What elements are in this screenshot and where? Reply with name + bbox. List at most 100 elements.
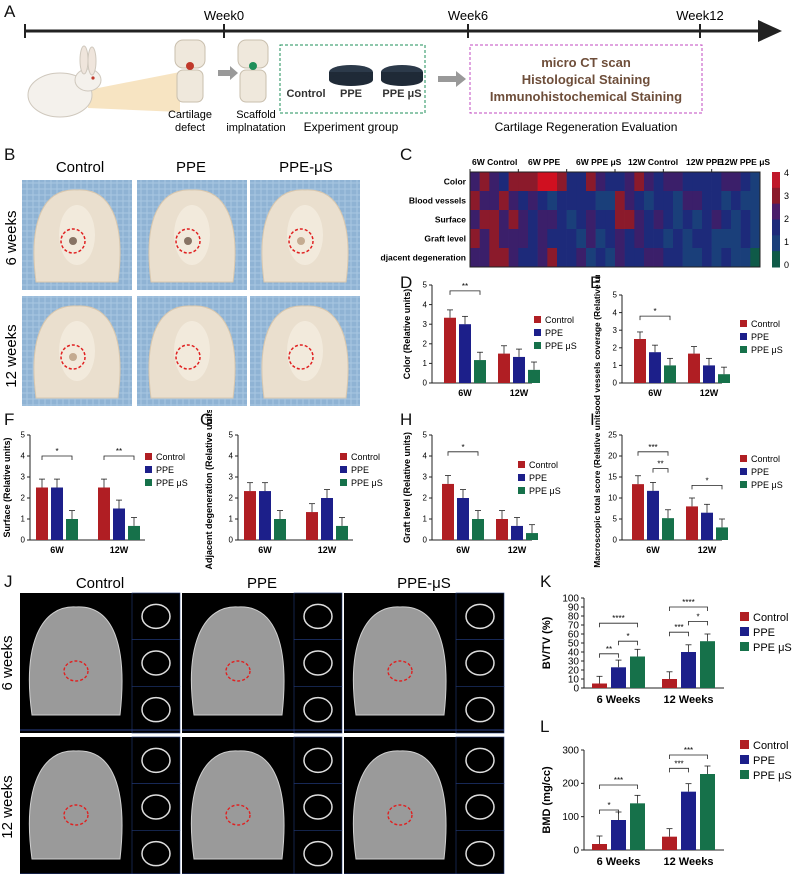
y-tick-label: 50 [568, 638, 580, 649]
bar [716, 527, 728, 540]
heatmap-cell [624, 229, 635, 249]
bar [36, 487, 48, 540]
heatmap-col-label: 12W PPE μS [720, 157, 770, 167]
trochlear-groove [287, 321, 323, 381]
heatmap-cell [586, 248, 596, 268]
bar [647, 490, 659, 540]
defect-circle [175, 228, 201, 254]
heatmap-cell [702, 191, 712, 211]
photo-col-ppe-us: PPE-μS [279, 159, 333, 176]
ct-slice-bone [141, 696, 171, 723]
heatmap-cell [489, 172, 500, 192]
panel-letter-k: K [540, 572, 552, 591]
heatmap-cell [576, 191, 587, 211]
defect-circle [387, 804, 413, 826]
significance-bracket [637, 451, 669, 456]
legend-swatch [740, 612, 749, 621]
panel-letter-g: G [200, 410, 214, 429]
heatmap-cell [673, 191, 683, 211]
heatmap-cell [721, 248, 732, 268]
heatmap-cell [644, 172, 654, 192]
ct-slice-panel [293, 592, 343, 640]
ct-slice-bone [303, 794, 333, 820]
legend-swatch [145, 479, 152, 486]
heatmap-cell [740, 191, 751, 211]
bar [474, 360, 486, 383]
colorbar-segment [772, 172, 780, 189]
defect-circle [175, 344, 201, 370]
trochlear-groove [287, 205, 323, 265]
heatmap-cell [576, 229, 587, 249]
colorbar-segment [772, 187, 780, 205]
heatmap-cell [692, 229, 703, 249]
eval-item-2: Histological Staining [522, 72, 651, 87]
category-label: 12 Weeks [664, 694, 714, 706]
ct-slice-bone [465, 696, 495, 723]
bar [526, 533, 538, 540]
significance-bracket [691, 485, 723, 490]
defect-circle [288, 344, 314, 370]
chart-i: 0 5 10 15 20 25 Macroscopic total score (Relat… [592, 410, 783, 568]
y-tick-label: 0 [229, 536, 234, 545]
heatmap-cell [518, 248, 529, 268]
bar [472, 519, 484, 540]
y-tick-label: 4 [423, 452, 428, 461]
legend-swatch [740, 755, 749, 764]
panel-letter-a: A [4, 2, 16, 21]
significance-label: *** [614, 776, 623, 785]
bar [630, 803, 645, 850]
heatmap-cell [528, 191, 538, 211]
legend-swatch [145, 453, 152, 460]
defect-site [69, 237, 77, 245]
significance-bracket [599, 622, 638, 628]
ct-slice-bone [303, 650, 333, 676]
y-axis-label: BMD (mg/cc) [541, 766, 553, 834]
category-label: 6W [648, 388, 662, 398]
heatmap-cell [682, 172, 693, 192]
group-caption: Experiment group [304, 120, 399, 134]
heatmap-cell [605, 248, 616, 268]
bar [98, 487, 110, 540]
category-label: 6W [50, 545, 64, 555]
legend-label: Control [529, 460, 558, 470]
heatmap-cell [557, 248, 567, 268]
defect-circle [225, 804, 251, 826]
legend-label: Control [753, 612, 788, 624]
defect-circle [63, 804, 89, 826]
rabbit-icon [27, 45, 180, 118]
category-label: 12 Weeks [664, 856, 714, 868]
legend-label: PPE [529, 473, 547, 483]
ct-slice-bone [141, 603, 171, 630]
heatmap-cell [605, 210, 616, 230]
heatmap-cell [702, 210, 712, 230]
heatmap-cell [634, 229, 645, 249]
heatmap-cell [586, 210, 596, 230]
legend-label: Control [751, 319, 780, 329]
heatmap-cell [470, 210, 480, 230]
y-tick-label: 1 [613, 361, 618, 370]
y-axis-label: Adjacent degeneration (Relative units) [204, 410, 214, 570]
significance-bracket [41, 455, 73, 460]
significance-bracket [639, 315, 671, 321]
legend-label: PPE μS [529, 486, 561, 496]
significance-bracket [599, 653, 619, 658]
legend-label: PPE [753, 755, 775, 767]
significance-label: * [653, 307, 656, 316]
y-axis-label: Color (Relative units) [402, 289, 412, 380]
category-label: 12W [510, 388, 529, 398]
heatmap-cell [586, 229, 596, 249]
heatmap-row-label: Graft level [424, 234, 466, 244]
heatmap-cell [673, 172, 683, 192]
heatmap-cell [566, 191, 577, 211]
bar [662, 836, 677, 850]
heatmap-cell [624, 191, 635, 211]
heatmap-cell [586, 191, 596, 211]
trochlear-groove [174, 321, 210, 381]
scaffold-label-1: Scaffold [236, 109, 276, 121]
y-tick-label: 300 [562, 745, 579, 756]
heatmap-cell [692, 191, 703, 211]
ct-slice-panel [455, 686, 505, 734]
panel-letter-d: D [400, 273, 413, 292]
heatmap-cell [518, 210, 529, 230]
heatmap-cell [644, 210, 654, 230]
